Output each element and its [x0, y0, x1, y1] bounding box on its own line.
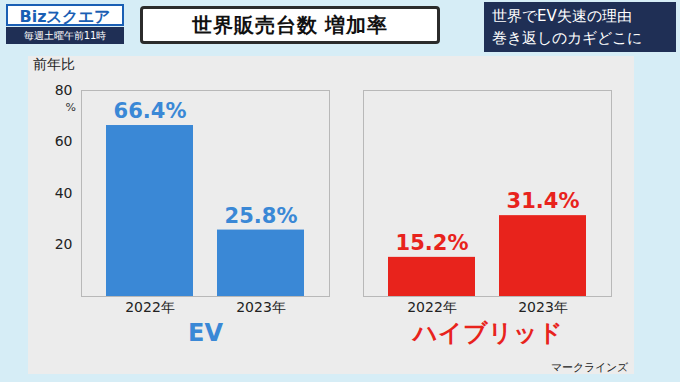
svg-text:80: 80: [55, 82, 73, 98]
svg-text:EV: EV: [188, 319, 223, 347]
svg-text:2022年: 2022年: [407, 299, 457, 315]
svg-text:40: 40: [55, 185, 73, 201]
svg-text:2022年: 2022年: [125, 299, 175, 315]
html-text:巻き返しのカギどこに: 巻き返しのカギどこに: [492, 29, 642, 47]
svg-text:31.4%: 31.4%: [507, 189, 580, 213]
svg-text:%: %: [66, 101, 76, 114]
svg-text:66.4%: 66.4%: [114, 99, 187, 123]
svg-text:20: 20: [55, 236, 73, 252]
html-text:マークラインズ: マークラインズ: [551, 361, 628, 374]
svg-text:2023年: 2023年: [236, 299, 286, 315]
svg-text:15.2%: 15.2%: [396, 231, 469, 255]
svg-text:60: 60: [55, 133, 73, 149]
svg-text:ハイブリッド: ハイブリッド: [411, 319, 563, 347]
html-text:Bizスクエア: Bizスクエア: [19, 7, 111, 26]
html-text:世界でEV失速の理由: 世界でEV失速の理由: [492, 7, 632, 25]
svg-text:25.8%: 25.8%: [225, 204, 298, 228]
svg-text:前年比: 前年比: [33, 56, 75, 72]
html-text:世界販売台数 増加率: 世界販売台数 増加率: [191, 13, 389, 37]
svg-text:2023年: 2023年: [518, 299, 568, 315]
html-text:毎週土曜午前11時: 毎週土曜午前11時: [23, 30, 107, 41]
